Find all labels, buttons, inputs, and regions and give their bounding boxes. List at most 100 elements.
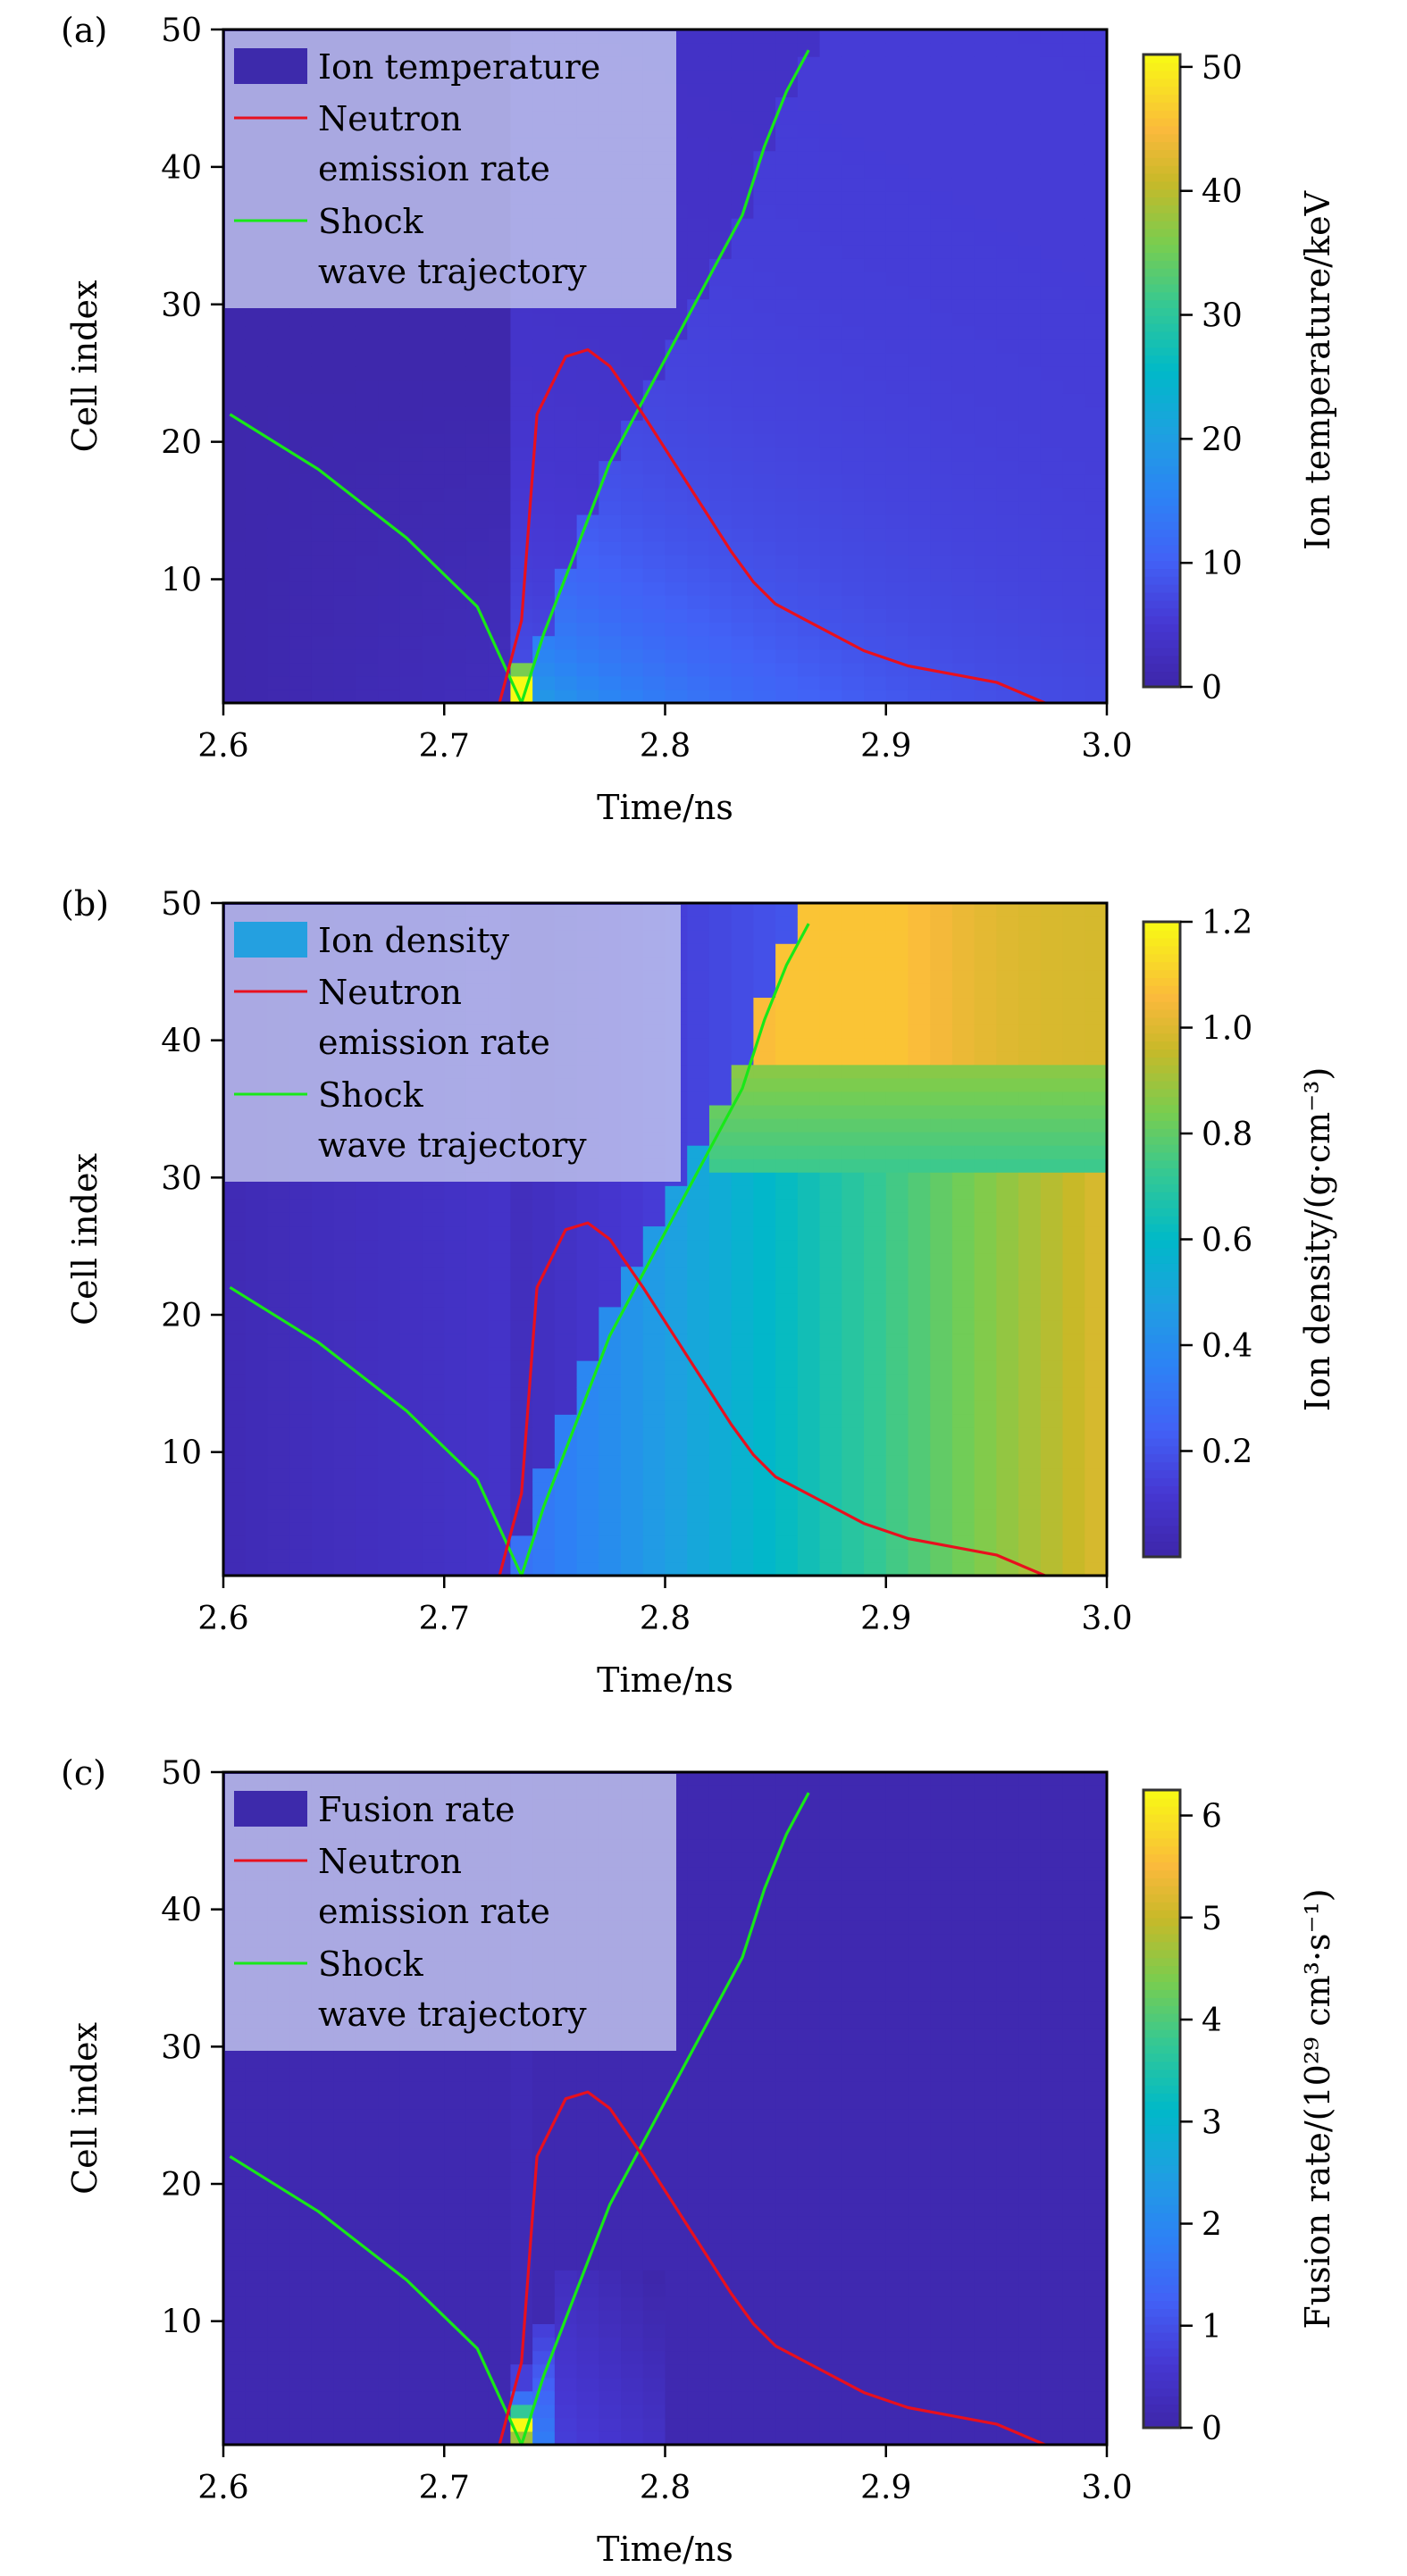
heatmap-cell [775, 689, 799, 704]
heatmap-cell [819, 325, 842, 340]
heatmap-cell [554, 648, 578, 664]
heatmap-cell [444, 1521, 467, 1536]
heatmap-cell [885, 96, 909, 112]
heatmap-cell [665, 595, 688, 610]
heatmap-cell [245, 1414, 269, 1428]
heatmap-cell [1018, 1319, 1042, 1334]
heatmap-cell [576, 1292, 599, 1308]
heatmap-cell [996, 1172, 1019, 1186]
heatmap-cell [708, 473, 733, 489]
heatmap-cell [908, 218, 931, 232]
heatmap-cell [996, 930, 1019, 944]
heatmap-cell [510, 1427, 533, 1442]
heatmap-cell [665, 1225, 688, 1241]
heatmap-cell [642, 1468, 666, 1483]
heatmap-cell [819, 1454, 842, 1469]
heatmap-cell [908, 366, 931, 381]
heatmap-cell [864, 1266, 887, 1281]
heatmap-cell [797, 366, 821, 381]
heatmap-cell [819, 258, 842, 273]
heatmap-cell [731, 1333, 754, 1348]
heatmap-cell [444, 473, 467, 489]
heatmap-cell [267, 1306, 290, 1321]
heatmap-cell [333, 2121, 356, 2137]
colorbar-segment [1143, 1294, 1180, 1304]
heatmap-cell [1085, 689, 1108, 704]
heatmap-cell [665, 366, 688, 381]
heatmap-cell [996, 487, 1019, 502]
heatmap-cell [311, 2417, 335, 2432]
colorbar-segment [1143, 1374, 1180, 1384]
heatmap-cell [864, 1172, 887, 1186]
heatmap-cell [775, 1064, 799, 1079]
heatmap-cell [1085, 1401, 1108, 1415]
colorbar-tick-label: 30 [1202, 298, 1243, 335]
heatmap-cell [885, 460, 909, 475]
heatmap-cell [974, 943, 997, 958]
heatmap-cell [465, 662, 490, 677]
heatmap-cell [974, 581, 997, 596]
heatmap-cell [356, 1306, 379, 1321]
heatmap-cell [885, 514, 909, 529]
heatmap-cell [819, 406, 842, 421]
heatmap-cell [378, 1521, 401, 1536]
heatmap-cell [708, 96, 733, 112]
heatmap-cell [223, 2270, 247, 2284]
heatmap-cell [1062, 1360, 1085, 1375]
heatmap-cell [444, 648, 467, 664]
heatmap-cell [974, 1279, 997, 1294]
heatmap-cell [930, 1225, 953, 1241]
heatmap-cell [599, 1481, 622, 1496]
heatmap-cell [885, 1292, 909, 1308]
heatmap-cell [885, 903, 909, 917]
heatmap-cell [465, 2283, 490, 2297]
heatmap-cell [797, 1199, 821, 1213]
heatmap-cell [399, 2363, 423, 2379]
heatmap-cell [399, 1185, 423, 1200]
heatmap-cell [1018, 1037, 1042, 1052]
heatmap-cell [1062, 1024, 1085, 1039]
heatmap-cell [1018, 943, 1042, 958]
heatmap-cell [775, 190, 799, 205]
heatmap-cell [378, 2350, 401, 2365]
heatmap-cell [819, 1535, 842, 1550]
heatmap-cell [1062, 1468, 1085, 1483]
heatmap-cell [245, 2363, 269, 2379]
heatmap-cell [797, 285, 821, 300]
heatmap-cell [465, 648, 490, 664]
heatmap-cell [289, 555, 313, 569]
heatmap-cell [885, 325, 909, 340]
heatmap-cell [731, 339, 754, 354]
heatmap-cell [399, 2310, 423, 2325]
heatmap-cell [488, 2337, 512, 2352]
heatmap-cell [245, 500, 269, 515]
heatmap-cell [1040, 70, 1064, 84]
heatmap-cell [842, 110, 865, 125]
heatmap-cell [885, 380, 909, 394]
heatmap-cell [599, 1508, 622, 1523]
heatmap-cell [267, 1468, 290, 1483]
heatmap-cell [576, 366, 599, 381]
heatmap-cell [465, 595, 490, 610]
x-tick-label: 2.8 [640, 728, 691, 765]
heatmap-cell [422, 648, 445, 664]
colorbar-segment [1143, 1025, 1180, 1034]
heatmap-cell [444, 1468, 467, 1483]
heatmap-cell [245, 2256, 269, 2271]
heatmap-cell [775, 460, 799, 475]
heatmap-cell [797, 110, 821, 125]
heatmap-cell [465, 2121, 490, 2137]
heatmap-cell [311, 2377, 335, 2392]
heatmap-cell [223, 2363, 247, 2379]
y-axis-label: Cell index [65, 1153, 105, 1326]
heatmap-cell [996, 150, 1019, 165]
heatmap-cell [576, 447, 599, 462]
heatmap-cell [289, 1333, 313, 1348]
heatmap-cell [333, 1212, 356, 1227]
heatmap-cell [245, 2188, 269, 2204]
heatmap-cell [399, 2390, 423, 2405]
heatmap-cell [223, 1374, 247, 1388]
colorbar-segment [1143, 1183, 1180, 1192]
heatmap-cell [687, 1561, 710, 1577]
heatmap-cell [532, 2162, 556, 2177]
